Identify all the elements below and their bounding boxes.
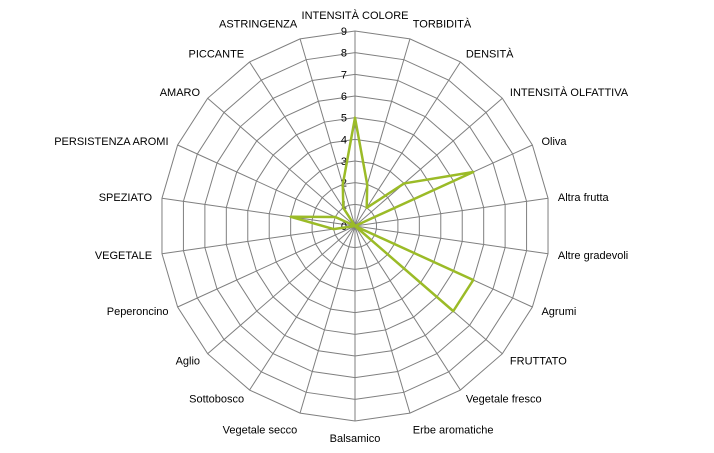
category-label: FRUTTATO bbox=[510, 355, 567, 367]
tick-label: 5 bbox=[341, 113, 347, 125]
spoke-5 bbox=[354, 197, 549, 227]
category-label: PERSISTENZA AROMI bbox=[54, 136, 168, 148]
series-layer bbox=[289, 116, 475, 313]
category-label: DENSITÀ bbox=[466, 48, 514, 61]
tick-label: 8 bbox=[341, 48, 347, 60]
category-label: SPEZIATO bbox=[99, 192, 153, 204]
series-line-0 bbox=[289, 116, 475, 313]
category-label: Aglio bbox=[176, 355, 200, 367]
category-label: INTENSITÀ OLFATTIVA bbox=[510, 86, 629, 99]
category-label: Sottobosco bbox=[189, 393, 244, 405]
category-label: Vegetale secco bbox=[223, 425, 298, 437]
spoke-17 bbox=[161, 197, 356, 227]
spoke-3 bbox=[354, 97, 503, 227]
category-label: VEGETALE bbox=[95, 250, 152, 262]
category-label: Altra frutta bbox=[558, 192, 610, 204]
category-label: Agrumi bbox=[541, 306, 576, 318]
spoke-15 bbox=[177, 225, 356, 308]
spoke-10 bbox=[354, 225, 411, 414]
spoke-21 bbox=[299, 38, 356, 227]
category-label: PICCANTE bbox=[189, 49, 245, 61]
category-label: Balsamico bbox=[330, 433, 381, 445]
spoke-9 bbox=[354, 225, 461, 391]
category-label: INTENSITÀ COLORE bbox=[302, 9, 409, 22]
spoke-19 bbox=[207, 97, 356, 227]
spoke-2 bbox=[354, 61, 461, 227]
category-label: Vegetale fresco bbox=[466, 393, 542, 405]
spoke-13 bbox=[249, 225, 356, 391]
tick-label: 7 bbox=[341, 69, 347, 81]
spoke-14 bbox=[207, 225, 356, 355]
spoke-16 bbox=[161, 225, 356, 255]
spoke-6 bbox=[354, 225, 549, 255]
category-label: ASTRINGENZA bbox=[219, 18, 298, 30]
category-label: Altre gradevoli bbox=[558, 250, 628, 262]
tick-label: 9 bbox=[341, 26, 347, 38]
tick-label: 3 bbox=[341, 156, 347, 168]
category-labels: INTENSITÀ COLORE TORBIDITÀ DENSITÀ INTENSIT… bbox=[54, 9, 629, 445]
spoke-20 bbox=[249, 61, 356, 227]
category-label: AMARO bbox=[160, 87, 201, 99]
tick-label: 4 bbox=[341, 134, 347, 146]
category-label: Oliva bbox=[541, 136, 567, 148]
category-label: Peperoncino bbox=[107, 306, 169, 318]
category-label: Erbe aromatiche bbox=[413, 425, 494, 437]
tick-label: 6 bbox=[341, 91, 347, 103]
spoke-12 bbox=[299, 225, 356, 414]
spoke-18 bbox=[177, 144, 356, 227]
spoke-1 bbox=[354, 38, 411, 227]
category-label: TORBIDITÀ bbox=[413, 17, 472, 30]
